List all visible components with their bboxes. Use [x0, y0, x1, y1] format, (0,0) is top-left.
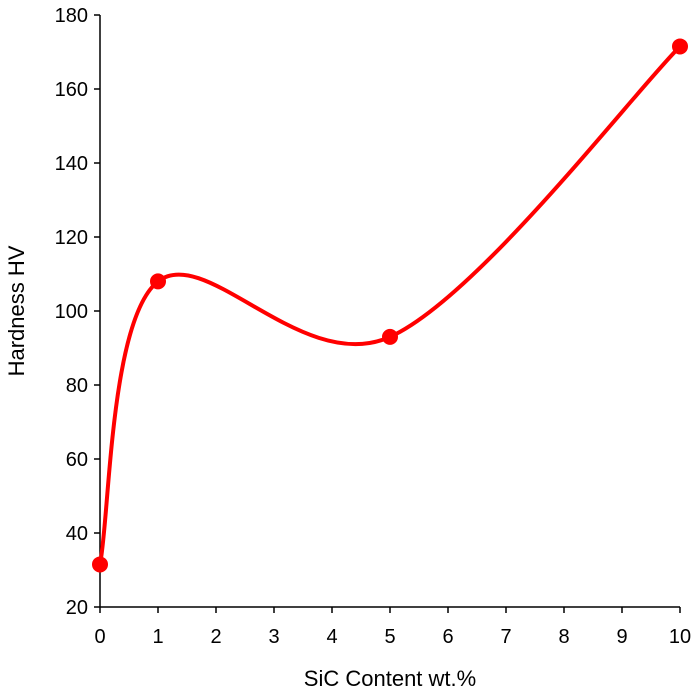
x-tick-label: 8 — [558, 626, 569, 648]
y-tick-label: 180 — [55, 5, 88, 27]
y-tick-label: 140 — [55, 153, 88, 175]
data-point — [382, 328, 398, 345]
y-tick-label: 80 — [66, 375, 88, 397]
y-tick-label: 120 — [55, 227, 88, 249]
data-point — [92, 556, 108, 573]
y-axis-ticks: 20 40 60 80 100 120 140 160 180 — [55, 5, 100, 619]
x-tick-label: 4 — [326, 626, 337, 648]
data-point — [150, 273, 166, 290]
series-line — [98, 44, 682, 567]
series-group — [92, 38, 688, 573]
y-tick-label: 100 — [55, 301, 88, 323]
x-axis-ticks: 0 1 2 3 4 5 6 7 8 9 10 — [94, 607, 691, 648]
y-tick-label: 20 — [66, 597, 88, 619]
x-tick-label: 5 — [384, 626, 395, 648]
x-tick-label: 6 — [442, 626, 453, 648]
x-tick-label: 0 — [94, 626, 105, 648]
x-tick-label: 9 — [616, 626, 627, 648]
data-point — [672, 38, 688, 55]
x-tick-label: 2 — [210, 626, 221, 648]
y-axis-title: Hardness HV — [4, 245, 29, 376]
plot-area: 20 40 60 80 100 120 140 160 180 0 1 2 3 4 5 6 7 8 9 10 — [55, 5, 692, 648]
x-tick-label: 1 — [152, 626, 163, 648]
x-axis-title: SiC Content wt.% — [304, 666, 476, 691]
x-tick-label: 7 — [500, 626, 511, 648]
y-tick-label: 60 — [66, 449, 88, 471]
x-tick-label: 3 — [268, 626, 279, 648]
x-tick-label: 10 — [669, 626, 691, 648]
y-tick-label: 40 — [66, 523, 88, 545]
y-tick-label: 160 — [55, 79, 88, 101]
